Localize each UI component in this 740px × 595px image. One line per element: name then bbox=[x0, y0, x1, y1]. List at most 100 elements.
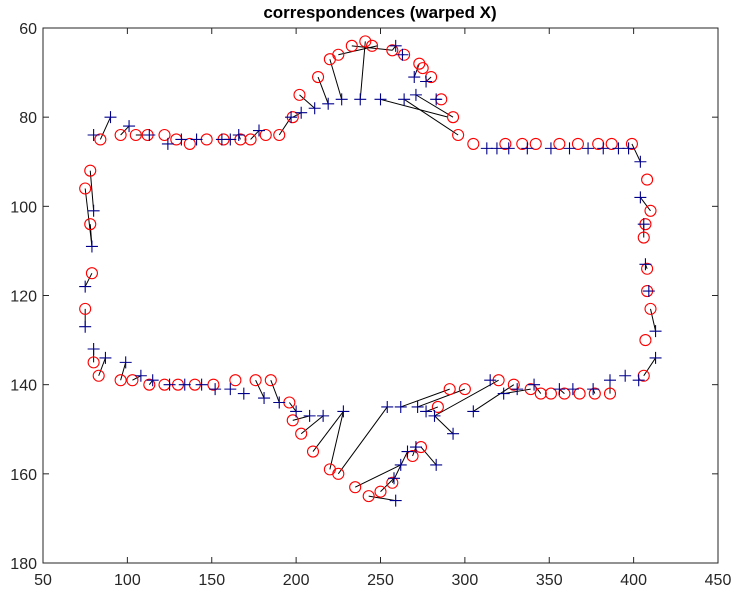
circle-marker bbox=[529, 137, 542, 150]
x-tick-label: 300 bbox=[452, 572, 479, 589]
correspondence-line bbox=[403, 98, 459, 136]
plus-marker bbox=[190, 133, 203, 146]
circle-marker bbox=[183, 137, 196, 150]
circle-marker bbox=[84, 218, 97, 231]
circle-marker bbox=[293, 88, 306, 101]
x-tick-label: 200 bbox=[283, 572, 310, 589]
plus-marker bbox=[566, 383, 579, 396]
plus-marker bbox=[232, 129, 245, 141]
plot-area bbox=[42, 27, 719, 564]
correspondence-line bbox=[270, 380, 280, 403]
plus-marker bbox=[563, 142, 576, 155]
correspondence-line bbox=[312, 411, 344, 452]
plus-marker bbox=[175, 133, 188, 146]
correspondence-line bbox=[337, 406, 388, 475]
plus-marker bbox=[544, 142, 557, 155]
plus-marker bbox=[79, 280, 92, 293]
plus-marker bbox=[295, 106, 308, 119]
plus-marker bbox=[394, 400, 407, 413]
plus-marker bbox=[649, 325, 662, 338]
plus-marker bbox=[119, 356, 132, 369]
plus-marker bbox=[143, 129, 156, 141]
plus-marker bbox=[146, 374, 159, 387]
circle-marker bbox=[571, 137, 584, 150]
plus-marker bbox=[401, 445, 414, 458]
plus-marker bbox=[389, 494, 402, 507]
plus-marker bbox=[337, 405, 350, 418]
circle-marker bbox=[114, 128, 127, 142]
correspondence-line bbox=[400, 388, 450, 408]
correspondence-line bbox=[639, 197, 651, 212]
correspondence-line bbox=[380, 98, 449, 118]
correspondence-line bbox=[415, 94, 454, 118]
plus-marker bbox=[430, 93, 443, 106]
circle-marker bbox=[524, 383, 537, 396]
plus-marker bbox=[521, 142, 534, 155]
circle-marker bbox=[229, 374, 242, 387]
plus-marker bbox=[622, 142, 635, 155]
plus-marker bbox=[258, 392, 271, 405]
correspondence-line bbox=[120, 125, 130, 136]
circle-marker bbox=[644, 302, 657, 315]
plus-marker bbox=[582, 142, 595, 155]
plus-marker bbox=[632, 374, 645, 387]
circle-marker bbox=[359, 35, 372, 48]
plus-marker bbox=[161, 137, 174, 150]
axis-ticks: 50 100 150 200 250 300 350 400 450 60 80 100 120 140 1… bbox=[10, 21, 731, 589]
plus-marker bbox=[123, 120, 136, 133]
circle-marker bbox=[467, 137, 480, 150]
correspondence-line bbox=[391, 45, 397, 51]
plus-marker bbox=[215, 133, 228, 146]
plus-marker bbox=[528, 378, 541, 391]
circle-marker bbox=[129, 128, 142, 142]
circle-marker bbox=[603, 387, 617, 400]
plus-marker bbox=[394, 458, 407, 471]
y-tick-label: 100 bbox=[10, 199, 37, 216]
x-tick-label: 450 bbox=[705, 572, 732, 589]
plus-marker bbox=[619, 369, 632, 382]
warped-circle-markers bbox=[79, 35, 657, 503]
plus-marker bbox=[224, 383, 237, 396]
circle-marker bbox=[143, 378, 156, 391]
correspondence-line bbox=[317, 76, 329, 104]
circle-marker bbox=[264, 374, 277, 387]
circle-marker bbox=[249, 374, 262, 387]
correspondence-line bbox=[132, 375, 142, 381]
x-tick-label: 400 bbox=[620, 572, 647, 589]
circle-marker bbox=[452, 128, 465, 142]
circle-marker bbox=[92, 369, 105, 382]
circle-marker bbox=[641, 262, 654, 275]
circle-marker bbox=[553, 137, 566, 150]
correspondence-line bbox=[359, 41, 366, 100]
plus-marker bbox=[398, 93, 411, 106]
circle-marker bbox=[588, 387, 601, 400]
plus-marker bbox=[409, 88, 422, 101]
x-tick-label: 250 bbox=[367, 572, 394, 589]
correspondence-line bbox=[299, 94, 316, 109]
plus-marker bbox=[104, 111, 117, 124]
x-tick-label: 100 bbox=[114, 572, 141, 589]
plus-marker bbox=[178, 378, 191, 391]
circle-marker bbox=[431, 400, 444, 414]
correspondence-line bbox=[425, 406, 439, 412]
plus-marker bbox=[639, 258, 652, 271]
circle-marker bbox=[306, 445, 320, 458]
correspondence-line bbox=[643, 357, 656, 377]
circle-marker bbox=[84, 164, 97, 177]
circle-marker bbox=[386, 44, 399, 57]
plus-marker bbox=[553, 383, 566, 396]
plus-marker bbox=[409, 441, 422, 454]
circle-marker bbox=[349, 481, 362, 494]
correspondence-line bbox=[98, 357, 106, 376]
plus-marker bbox=[502, 142, 515, 155]
circle-marker bbox=[544, 387, 557, 400]
plus-marker bbox=[597, 142, 610, 155]
plus-marker bbox=[209, 383, 222, 396]
plus-marker bbox=[428, 409, 441, 422]
correspondence-line bbox=[434, 379, 499, 417]
circle-marker bbox=[499, 137, 512, 150]
plus-marker bbox=[290, 405, 303, 418]
circle-marker bbox=[573, 387, 586, 400]
correspondence-line bbox=[250, 130, 260, 140]
plus-marker bbox=[490, 142, 503, 155]
